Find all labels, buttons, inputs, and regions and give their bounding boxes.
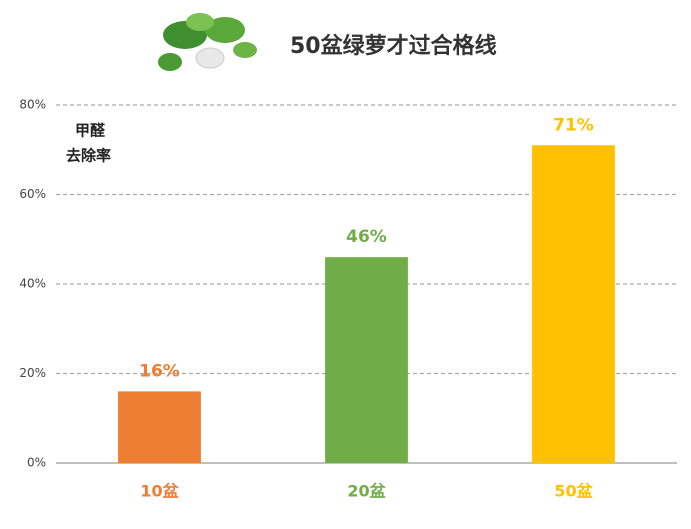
bar	[118, 391, 201, 463]
y-axis-label: 去除率	[66, 147, 111, 165]
x-tick-label: 20盆	[347, 482, 386, 501]
x-tick-label: 10盆	[140, 482, 179, 501]
y-tick-label: 40%	[19, 277, 46, 291]
value-label: 46%	[346, 227, 387, 247]
plant-icon	[158, 13, 257, 71]
bar	[532, 145, 615, 463]
x-tick-label: 50盆	[554, 482, 593, 501]
y-tick-label: 0%	[27, 456, 46, 470]
value-label: 16%	[139, 361, 180, 381]
bar	[325, 257, 408, 463]
y-axis-label: 甲醛	[75, 122, 106, 140]
value-label: 71%	[553, 115, 594, 135]
y-tick-label: 60%	[19, 187, 46, 201]
chart-title: 50盆绿萝才过合格线	[290, 33, 497, 59]
y-tick-label: 80%	[19, 98, 46, 112]
y-tick-label: 20%	[19, 366, 46, 380]
